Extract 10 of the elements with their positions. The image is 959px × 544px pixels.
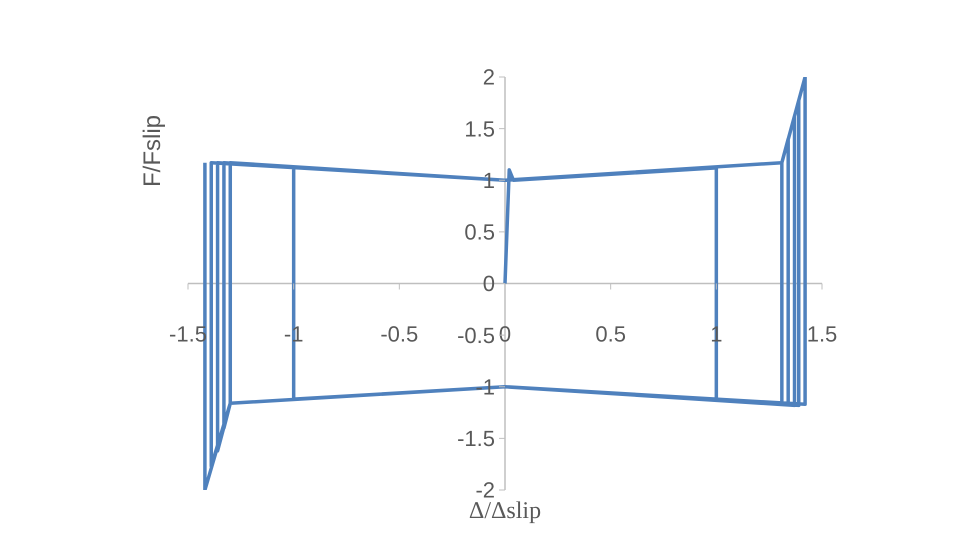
y-axis-title: F/Fslip — [139, 114, 167, 189]
y-tick-label: -1.5 — [457, 426, 495, 452]
y-tick-label: 0 — [482, 271, 495, 296]
x-tick-label: -0.5 — [380, 322, 418, 346]
y-tick-label: 0.5 — [464, 220, 495, 245]
x-tick-label: 0 — [498, 322, 512, 346]
x-tick-label: 0.5 — [595, 322, 626, 346]
y-tick-label: 1.5 — [464, 116, 495, 142]
x-tick-label: 1.5 — [806, 322, 838, 346]
y-tick-label: 2 — [482, 64, 495, 90]
